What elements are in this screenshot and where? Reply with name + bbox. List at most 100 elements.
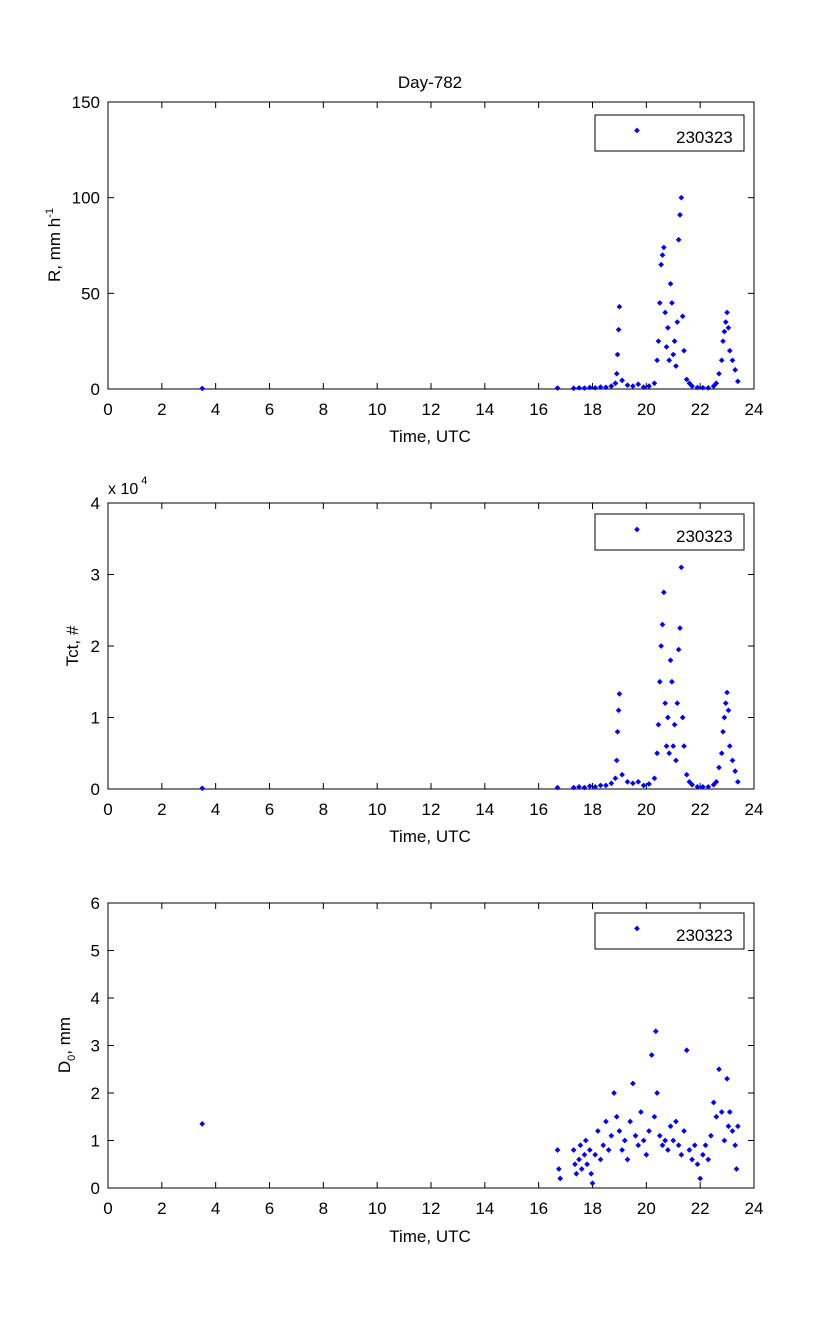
data-point — [557, 1175, 564, 1182]
data-point — [713, 1113, 720, 1120]
data-point — [581, 385, 588, 391]
data-point — [595, 1128, 601, 1134]
data-point — [570, 385, 577, 392]
data-point — [597, 782, 604, 789]
data-point — [654, 750, 660, 757]
data-point — [655, 338, 662, 344]
data-point — [683, 771, 690, 778]
data-point — [578, 1166, 585, 1172]
data-point — [675, 236, 682, 243]
data-point — [686, 1147, 693, 1153]
x-tick-label: 14 — [475, 800, 494, 819]
data-point — [638, 1109, 644, 1115]
data-point — [735, 1123, 741, 1130]
x-tick-label: 20 — [637, 1199, 656, 1218]
data-point — [718, 750, 725, 757]
data-point — [677, 625, 683, 631]
data-point — [724, 309, 730, 316]
data-point — [554, 385, 561, 391]
x-tick-label: 24 — [745, 400, 764, 419]
legend-label: 230323 — [676, 128, 733, 147]
x-axis-label: Time, UTC — [389, 427, 471, 446]
y-tick-label: 5 — [91, 942, 100, 961]
data-point — [648, 1052, 655, 1058]
data-point — [613, 1113, 620, 1120]
x-tick-label: 0 — [103, 400, 112, 419]
data-point — [729, 757, 736, 764]
data-point — [586, 783, 593, 789]
data-point — [592, 784, 599, 790]
x-tick-label: 12 — [422, 1199, 441, 1218]
data-point — [666, 750, 673, 757]
scale-multiplier: x 10 4 — [108, 475, 147, 498]
data-point — [700, 384, 706, 391]
x-tick-label: 24 — [745, 1199, 764, 1218]
y-tick-label: 150 — [72, 93, 100, 112]
data-point — [651, 1113, 658, 1120]
data-point — [721, 1137, 728, 1144]
data-point — [600, 1142, 607, 1149]
x-tick-label: 14 — [475, 400, 494, 419]
data-point — [667, 280, 674, 287]
data-point — [646, 781, 652, 787]
y-tick-label: 50 — [81, 284, 100, 303]
data-point — [651, 775, 658, 782]
y-tick-label: 2 — [91, 1084, 100, 1103]
data-point — [726, 1109, 733, 1115]
data-point — [683, 376, 690, 383]
data-point — [632, 1132, 639, 1139]
data-point — [635, 381, 642, 388]
data-point — [729, 1128, 736, 1134]
x-tick-label: 2 — [157, 400, 166, 419]
data-point — [651, 380, 658, 387]
x-tick-label: 8 — [319, 400, 328, 419]
data-point — [646, 1128, 652, 1134]
data-point — [729, 357, 736, 364]
x-tick-label: 0 — [103, 1199, 112, 1218]
data-point — [659, 621, 666, 628]
legend-box — [594, 114, 745, 152]
data-point — [720, 338, 726, 344]
data-point — [726, 743, 733, 749]
data-point — [199, 385, 206, 392]
data-point — [735, 779, 741, 785]
data-point — [713, 380, 720, 387]
data-point — [716, 1066, 722, 1073]
data-point — [665, 714, 671, 721]
data-point — [615, 326, 622, 333]
x-tick-label: 16 — [529, 1199, 548, 1218]
data-point — [624, 382, 631, 389]
y-tick-label: 0 — [91, 1179, 100, 1198]
data-point — [592, 1151, 599, 1158]
x-axis-label: Time, UTC — [389, 827, 471, 846]
data-point — [643, 1151, 650, 1158]
data-point — [694, 1161, 701, 1168]
data-point — [732, 367, 738, 373]
x-tick-label: 8 — [319, 800, 328, 819]
data-point — [722, 319, 729, 325]
data-point — [603, 384, 609, 391]
data-point — [597, 384, 604, 390]
data-point — [570, 784, 577, 791]
data-point — [674, 319, 681, 325]
figure-title: Day-782 — [398, 73, 462, 92]
y-tick-label: 0 — [91, 780, 100, 799]
data-point — [635, 779, 642, 785]
data-point — [661, 589, 667, 596]
x-tick-label: 16 — [529, 400, 548, 419]
data-point — [576, 1156, 582, 1163]
data-point — [613, 757, 620, 764]
x-axis-label: Time, UTC — [389, 1227, 471, 1246]
y-tick-label: 1 — [91, 709, 100, 728]
data-point — [603, 782, 609, 789]
data-point — [735, 378, 741, 385]
data-point — [677, 212, 683, 218]
x-tick-label: 14 — [475, 1199, 494, 1218]
data-point — [597, 1156, 604, 1163]
legend-label: 230323 — [676, 926, 733, 945]
x-tick-label: 20 — [637, 800, 656, 819]
data-point — [663, 743, 670, 749]
